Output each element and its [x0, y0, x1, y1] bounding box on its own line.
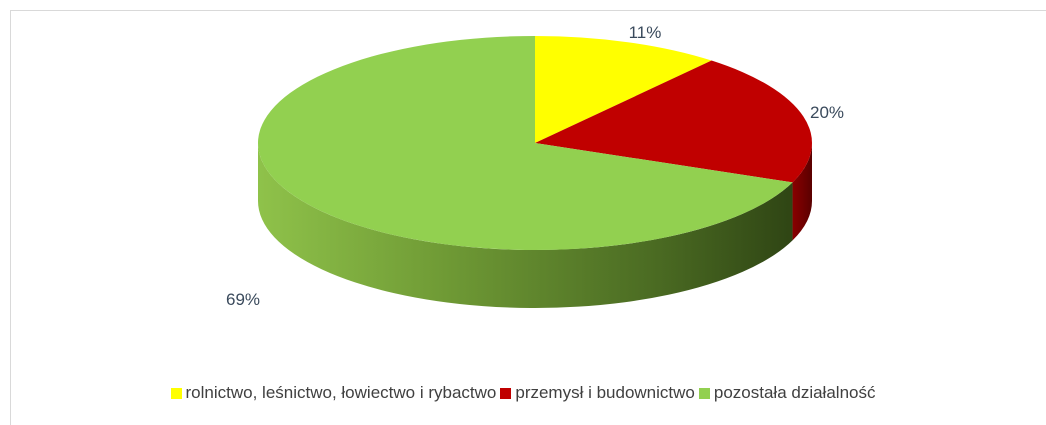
legend-swatch-2: [698, 387, 710, 399]
chart-area: [10, 10, 1046, 425]
pie-side-1: [792, 143, 812, 241]
legend-swatch-0: [170, 387, 182, 399]
legend-label-2: pozostała działalność: [713, 383, 876, 402]
pie-side-2: [258, 143, 793, 308]
legend-item-0: rolnictwo, leśnictwo, łowiectwo i rybact…: [170, 383, 497, 403]
legend-label-0: rolnictwo, leśnictwo, łowiectwo i rybact…: [185, 383, 497, 402]
legend-label-1: przemysł i budownictwo: [515, 383, 695, 402]
legend-item-1: przemysł i budownictwo: [500, 383, 695, 403]
data-label-0: 11%: [629, 23, 662, 42]
data-label-1: 20%: [810, 103, 844, 122]
legend-swatch-1: [500, 387, 512, 399]
pie-slice-0: [535, 36, 712, 143]
legend: rolnictwo, leśnictwo, łowiectwo i rybact…: [0, 383, 1046, 404]
legend-item-2: pozostała działalność: [698, 383, 876, 403]
pie-slice-1: [535, 60, 812, 183]
data-label-2: 69%: [226, 290, 260, 309]
pie-slice-2: [257, 36, 793, 250]
